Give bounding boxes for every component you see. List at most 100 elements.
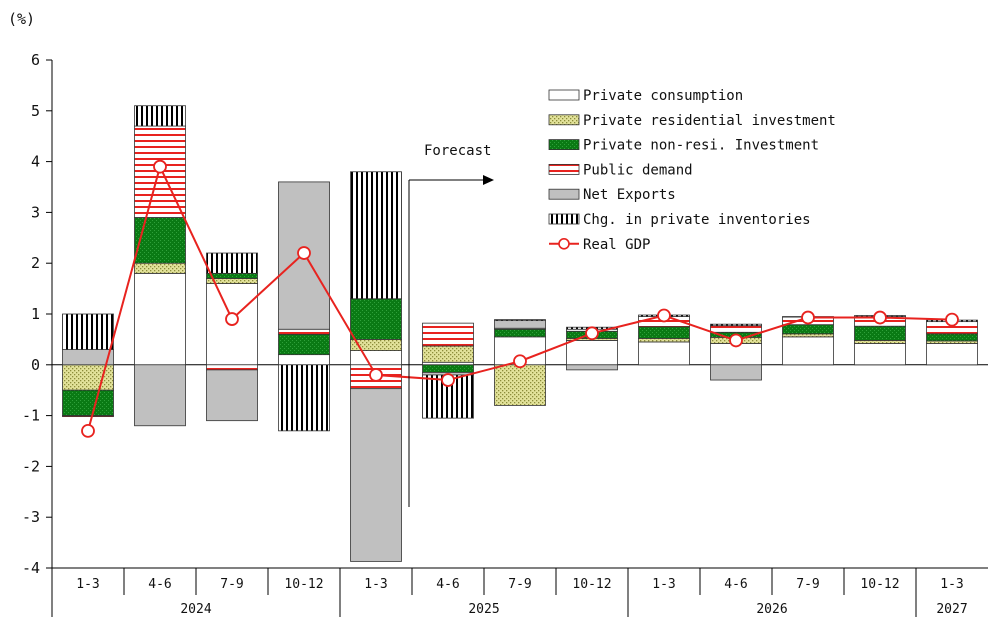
gdp-point bbox=[945, 312, 959, 327]
gdp-point bbox=[873, 310, 887, 325]
forecast-marker: Forecast bbox=[408, 143, 494, 507]
bar-segment-private-non-resi-investment bbox=[926, 333, 978, 342]
y-tick-label: 0 bbox=[31, 356, 40, 374]
y-tick-label: -2 bbox=[22, 457, 40, 475]
bar-segment-chg-in-private-inventories bbox=[494, 319, 546, 322]
x-tick-label: 10-12 bbox=[572, 577, 611, 592]
legend-swatch bbox=[548, 188, 580, 200]
legend-label: Real GDP bbox=[583, 237, 650, 253]
bar-segment-private-non-resi-investment bbox=[782, 324, 834, 335]
gdp-point bbox=[441, 373, 455, 387]
gdp-point bbox=[225, 312, 239, 326]
bar-segment-private-consumption bbox=[782, 336, 834, 366]
bar-segment-private-residential-investment bbox=[134, 262, 186, 274]
forecast-arrow-head bbox=[483, 175, 494, 185]
x-tick-label: 7-9 bbox=[220, 577, 243, 592]
year-label: 2025 bbox=[468, 602, 499, 617]
y-tick-label: -3 bbox=[22, 508, 40, 526]
bar-segment-net-exports bbox=[278, 181, 330, 330]
legend-swatch bbox=[548, 89, 580, 101]
bar-segment-private-non-resi-investment bbox=[206, 272, 258, 279]
gdp-point bbox=[369, 368, 383, 382]
gdp-point bbox=[801, 310, 815, 325]
bar-segment-private-non-resi-investment bbox=[422, 364, 474, 373]
legend-swatch bbox=[548, 213, 580, 225]
bar-segment-private-residential-investment bbox=[782, 333, 834, 338]
bar-segment-private-non-resi-investment bbox=[854, 325, 906, 341]
bar-segment-chg-in-private-inventories bbox=[350, 171, 402, 300]
bar-segment-chg-in-private-inventories bbox=[278, 364, 330, 432]
bar-segment-private-consumption bbox=[638, 341, 690, 366]
year-label: 2024 bbox=[180, 602, 211, 617]
bar-segment-public-demand bbox=[278, 328, 330, 335]
legend-label: Private residential investment bbox=[583, 113, 836, 129]
y-tick-label: 4 bbox=[31, 153, 40, 171]
gdp-point bbox=[81, 423, 95, 438]
gdp-point bbox=[585, 326, 599, 341]
x-tick-label: 4-6 bbox=[436, 577, 459, 592]
bar-segment-private-non-resi-investment bbox=[350, 298, 402, 340]
year-label: 2027 bbox=[936, 602, 967, 617]
y-tick-label: 2 bbox=[31, 254, 40, 272]
legend: Private consumption Private residential i… bbox=[548, 88, 836, 253]
x-tick-label: 4-6 bbox=[148, 577, 171, 592]
x-tick-label: 7-9 bbox=[796, 577, 819, 592]
x-tick-label: 7-9 bbox=[508, 577, 531, 592]
bar-segment-chg-in-private-inventories bbox=[134, 105, 186, 127]
bar-segment-private-non-resi-investment bbox=[494, 328, 546, 338]
gdp-point bbox=[153, 159, 167, 174]
year-label: 2026 bbox=[756, 602, 787, 617]
bars bbox=[62, 105, 978, 562]
x-tick-label: 10-12 bbox=[284, 577, 323, 592]
legend-swatch bbox=[548, 139, 580, 151]
bar-segment-private-residential-investment bbox=[854, 340, 906, 344]
bar-segment-net-exports bbox=[350, 388, 402, 562]
bar-segment-net-exports bbox=[566, 364, 618, 371]
bar-segment-chg-in-private-inventories bbox=[62, 313, 114, 350]
bar-segment-private-consumption bbox=[566, 340, 618, 366]
legend-label: Net Exports bbox=[583, 187, 676, 203]
y-tick-label: -4 bbox=[22, 559, 40, 577]
bar-segment-private-consumption bbox=[134, 272, 186, 366]
legend-label: Private non-resi. Investment bbox=[583, 138, 819, 154]
x-tick-label: 10-12 bbox=[860, 577, 899, 592]
bar-segment-private-non-resi-investment bbox=[638, 326, 690, 339]
bar-segment-net-exports bbox=[494, 320, 546, 329]
bar-segment-net-exports bbox=[710, 364, 762, 381]
bar-segment-private-non-resi-investment bbox=[134, 217, 186, 264]
legend-swatch bbox=[548, 163, 580, 175]
bar-segment-chg-in-private-inventories bbox=[710, 323, 762, 327]
y-tick-label: 5 bbox=[31, 102, 40, 120]
bar-segment-private-non-resi-investment bbox=[62, 389, 114, 417]
x-tick-label: 1-3 bbox=[940, 577, 963, 592]
bar-segment-private-consumption bbox=[854, 343, 906, 366]
forecast-label: Forecast bbox=[424, 143, 491, 159]
y-tick-label: -1 bbox=[22, 407, 40, 425]
bar-segment-private-non-resi-investment bbox=[278, 333, 330, 356]
bar-segment-private-consumption bbox=[926, 343, 978, 366]
bar-segment-net-exports bbox=[134, 364, 186, 427]
x-tick-label: 1-3 bbox=[652, 577, 675, 592]
y-axis-label: (%) bbox=[8, 10, 35, 28]
bar-segment-public-demand bbox=[206, 364, 258, 371]
bar-segment-net-exports bbox=[206, 369, 258, 422]
bar-segment-public-demand bbox=[422, 322, 474, 347]
x-tick-label: 1-3 bbox=[76, 577, 99, 592]
legend-label: Chg. in private inventories bbox=[583, 212, 811, 228]
y-tick-label: 3 bbox=[31, 203, 40, 221]
gdp-point bbox=[513, 354, 527, 369]
bar-segment-private-residential-investment bbox=[422, 345, 474, 363]
x-tick-label: 4-6 bbox=[724, 577, 747, 592]
gdp-point bbox=[729, 333, 743, 348]
y-tick-label: 1 bbox=[31, 305, 40, 323]
bar-segment-private-residential-investment bbox=[638, 337, 690, 343]
bar-segment-private-consumption bbox=[350, 350, 402, 366]
legend-marker bbox=[558, 238, 570, 250]
bar-segment-public-demand bbox=[62, 415, 114, 418]
bar-segment-public-demand bbox=[710, 325, 762, 333]
legend-label: Public demand bbox=[583, 162, 693, 178]
legend-label: Private consumption bbox=[583, 88, 743, 104]
bar-segment-private-consumption bbox=[278, 354, 330, 366]
